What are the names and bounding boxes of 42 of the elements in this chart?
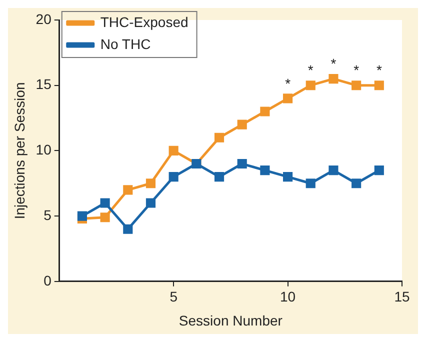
point: [283, 94, 293, 104]
point: [123, 224, 133, 234]
point: [214, 132, 224, 142]
annotation: *: [376, 62, 382, 78]
point: [168, 172, 178, 182]
point: [237, 120, 247, 130]
point: [306, 80, 316, 90]
y-tick-label: 15: [36, 76, 52, 92]
y-tick-label: 20: [36, 10, 52, 27]
y-tick-label: 10: [36, 142, 52, 158]
annotation: *: [285, 75, 292, 92]
point: [328, 74, 338, 84]
x-tick-label: 5: [170, 288, 178, 305]
point: [260, 166, 270, 176]
x-axis-title: Session Number: [178, 312, 283, 328]
point: [146, 198, 156, 208]
annotation: *: [354, 62, 360, 78]
y-axis-title: Injections per Session: [11, 82, 28, 220]
point: [260, 106, 270, 116]
x-tick-label: 10: [280, 288, 296, 305]
point: [214, 172, 224, 182]
point: [77, 211, 87, 221]
x-tick-label: 15: [394, 288, 410, 305]
point: [100, 198, 110, 208]
point: [352, 80, 362, 90]
y-tick-label: 0: [44, 272, 52, 288]
legend-label: No THC: [100, 36, 151, 52]
annotation: *: [308, 62, 314, 78]
point: [283, 172, 293, 182]
point: [374, 80, 384, 90]
point: [168, 146, 178, 156]
legend-label: THC-Exposed: [100, 14, 188, 30]
point: [100, 212, 110, 222]
annotation: *: [330, 56, 337, 72]
point: [123, 185, 133, 195]
point: [352, 178, 362, 188]
point: [328, 166, 338, 176]
point: [146, 178, 156, 188]
y-tick-label: 5: [44, 206, 52, 223]
point: [374, 166, 384, 176]
point: [306, 178, 316, 188]
point: [237, 158, 247, 169]
